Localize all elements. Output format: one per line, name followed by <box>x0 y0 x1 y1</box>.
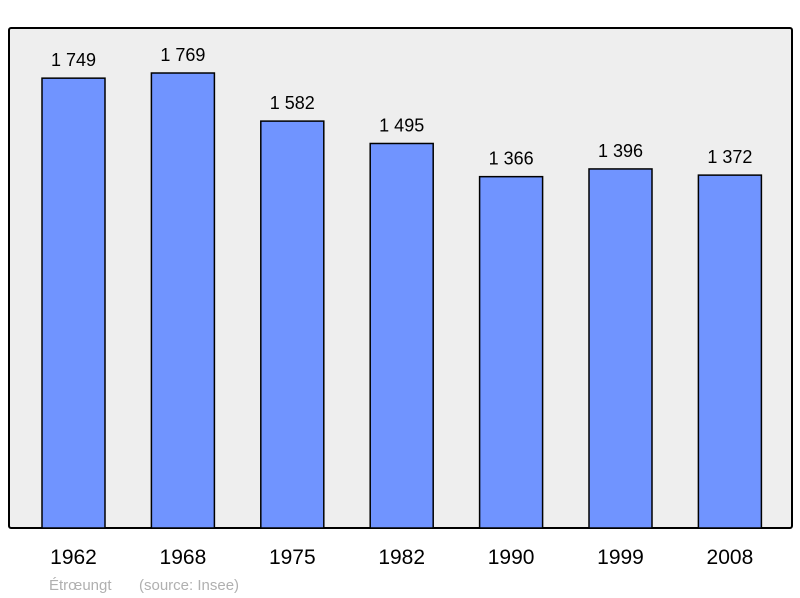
value-label-1968: 1 769 <box>160 45 205 65</box>
x-tick-label-2008: 2008 <box>707 546 754 569</box>
x-tick-label-1990: 1990 <box>488 546 535 569</box>
bar-2008 <box>697 174 763 529</box>
x-tick-label-1968: 1968 <box>160 546 207 569</box>
footer-source: (source: Insee) <box>139 577 239 594</box>
x-tick-label-1962: 1962 <box>50 546 97 569</box>
x-tick-label-1975: 1975 <box>269 546 316 569</box>
bar-1968 <box>150 72 216 529</box>
value-label-2008: 1 372 <box>707 147 752 167</box>
x-tick-label-1999: 1999 <box>597 546 644 569</box>
x-tick-label-1982: 1982 <box>378 546 425 569</box>
bar-1999 <box>588 168 653 529</box>
footer-place: Étrœungt <box>49 577 112 594</box>
value-label-1975: 1 582 <box>270 93 315 113</box>
value-label-1962: 1 749 <box>51 50 96 70</box>
bar-1962 <box>41 77 106 529</box>
bar-1982 <box>369 142 434 529</box>
bar-1975 <box>260 120 325 529</box>
value-label-1990: 1 366 <box>489 149 534 169</box>
value-label-1999: 1 396 <box>598 141 643 161</box>
bar-1990 <box>478 175 544 529</box>
value-label-1982: 1 495 <box>379 115 424 135</box>
